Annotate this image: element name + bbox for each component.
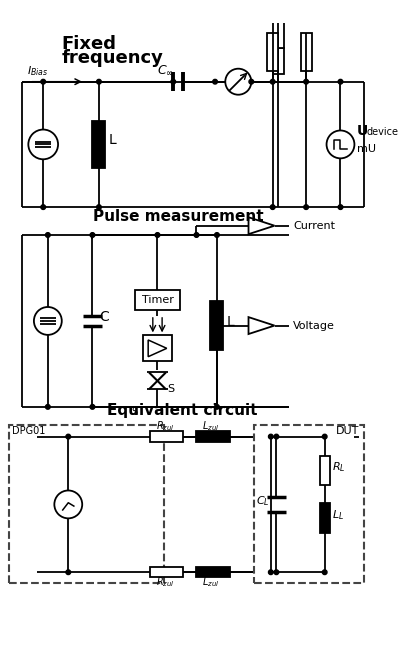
Text: Timer: Timer bbox=[142, 295, 174, 305]
Text: $I_{Bias}$: $I_{Bias}$ bbox=[28, 64, 49, 78]
Circle shape bbox=[274, 434, 279, 439]
Circle shape bbox=[194, 232, 199, 237]
Bar bbox=[254, 426, 364, 583]
Bar bbox=[300, 33, 312, 71]
Text: device: device bbox=[366, 127, 398, 137]
Text: $L_{zul}$: $L_{zul}$ bbox=[202, 419, 219, 433]
Circle shape bbox=[155, 232, 160, 237]
Text: $C_{\infty}$: $C_{\infty}$ bbox=[158, 64, 174, 77]
Circle shape bbox=[270, 80, 275, 84]
Text: S: S bbox=[132, 407, 138, 417]
Circle shape bbox=[338, 80, 343, 84]
Circle shape bbox=[270, 205, 275, 210]
Text: Voltage: Voltage bbox=[293, 321, 335, 330]
Circle shape bbox=[326, 131, 354, 158]
Text: $R_{zul}$: $R_{zul}$ bbox=[156, 419, 174, 433]
Circle shape bbox=[215, 405, 219, 409]
Circle shape bbox=[66, 570, 71, 575]
Circle shape bbox=[225, 69, 251, 95]
Text: S: S bbox=[168, 384, 175, 394]
Bar bbox=[9, 426, 164, 583]
Bar bbox=[143, 336, 172, 361]
Bar bbox=[150, 432, 184, 441]
Circle shape bbox=[46, 405, 50, 409]
Circle shape bbox=[34, 307, 62, 335]
Bar bbox=[196, 432, 230, 441]
Circle shape bbox=[215, 323, 219, 328]
Bar bbox=[92, 121, 106, 168]
Text: Fixed: Fixed bbox=[62, 35, 117, 54]
Text: $L_{zul}$: $L_{zul}$ bbox=[202, 575, 219, 589]
Text: L: L bbox=[226, 315, 234, 328]
Circle shape bbox=[90, 232, 95, 237]
Circle shape bbox=[304, 80, 308, 84]
Bar bbox=[273, 48, 284, 74]
Circle shape bbox=[249, 80, 254, 84]
Bar bbox=[320, 456, 330, 485]
Text: $C_L$: $C_L$ bbox=[256, 494, 270, 508]
Circle shape bbox=[338, 205, 343, 210]
Bar bbox=[273, 22, 284, 48]
Circle shape bbox=[215, 232, 219, 237]
Text: DUT: DUT bbox=[336, 426, 359, 436]
Text: Equivalent circuit: Equivalent circuit bbox=[107, 403, 258, 418]
Circle shape bbox=[322, 570, 327, 575]
Bar bbox=[150, 567, 184, 577]
Text: C: C bbox=[99, 310, 109, 324]
Text: Pulse measurement: Pulse measurement bbox=[92, 209, 263, 224]
Bar bbox=[135, 290, 180, 310]
Circle shape bbox=[46, 232, 50, 237]
Text: $R_{zul}$: $R_{zul}$ bbox=[156, 575, 174, 589]
Text: mU: mU bbox=[357, 144, 376, 154]
Text: Current: Current bbox=[293, 221, 335, 231]
Circle shape bbox=[28, 129, 58, 159]
Text: L: L bbox=[108, 133, 116, 148]
Circle shape bbox=[274, 570, 279, 575]
Circle shape bbox=[322, 434, 327, 439]
Text: U: U bbox=[357, 124, 368, 138]
Circle shape bbox=[304, 205, 308, 210]
Text: DPG01: DPG01 bbox=[12, 426, 45, 436]
Circle shape bbox=[90, 405, 95, 409]
Circle shape bbox=[97, 205, 101, 210]
Circle shape bbox=[66, 434, 71, 439]
Bar bbox=[267, 33, 278, 71]
Text: frequency: frequency bbox=[62, 49, 164, 67]
Text: $L_L$: $L_L$ bbox=[332, 508, 344, 522]
Bar bbox=[196, 567, 230, 577]
Bar bbox=[320, 503, 330, 534]
Circle shape bbox=[41, 205, 46, 210]
Circle shape bbox=[213, 80, 217, 84]
Circle shape bbox=[268, 570, 273, 575]
Circle shape bbox=[97, 80, 101, 84]
Text: $R_L$: $R_L$ bbox=[332, 460, 346, 474]
Circle shape bbox=[268, 434, 273, 439]
Bar bbox=[210, 302, 224, 350]
Circle shape bbox=[171, 80, 176, 84]
Circle shape bbox=[41, 80, 46, 84]
Circle shape bbox=[54, 490, 82, 518]
